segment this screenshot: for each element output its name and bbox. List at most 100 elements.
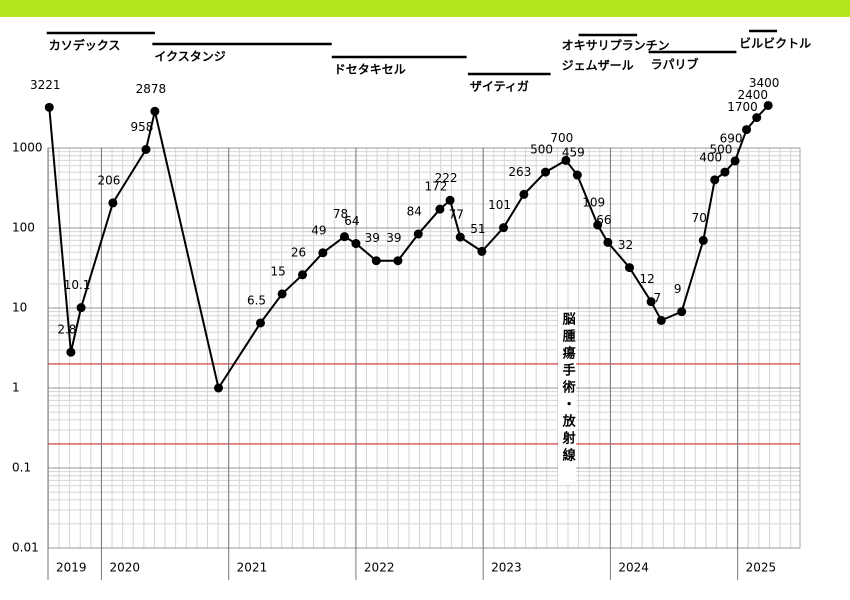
data-label: 1700 bbox=[727, 100, 758, 114]
treatment-label: イクスタンジ bbox=[154, 50, 225, 64]
data-label: 2400 bbox=[737, 88, 768, 102]
data-label: 49 bbox=[311, 223, 326, 237]
data-label: 206 bbox=[97, 173, 120, 187]
data-point bbox=[66, 347, 76, 357]
data-point bbox=[214, 383, 224, 393]
data-point bbox=[351, 239, 361, 249]
data-label: 15 bbox=[270, 264, 285, 278]
data-point bbox=[339, 232, 349, 242]
data-label: 500 bbox=[530, 143, 553, 157]
data-point bbox=[624, 263, 634, 273]
data-point bbox=[150, 106, 160, 116]
data-point bbox=[561, 155, 571, 165]
data-point bbox=[698, 235, 708, 245]
data-point bbox=[108, 198, 118, 208]
y-tick-label: 1 bbox=[12, 381, 20, 395]
data-label: 39 bbox=[386, 231, 401, 245]
data-label: 172 bbox=[424, 180, 447, 194]
data-label: 51 bbox=[470, 222, 485, 236]
data-label: 263 bbox=[508, 165, 531, 179]
y-tick-label: 0.01 bbox=[12, 541, 39, 555]
treatment-label: オキサリプランチン bbox=[562, 38, 670, 53]
data-point bbox=[763, 100, 773, 110]
data-point bbox=[297, 270, 307, 280]
data-point bbox=[371, 256, 381, 266]
data-point bbox=[477, 246, 487, 256]
data-label: 101 bbox=[488, 198, 511, 212]
treatment-label: ザイティガ bbox=[470, 79, 529, 94]
data-label: 500 bbox=[709, 143, 732, 157]
data-point bbox=[742, 125, 752, 135]
data-label: 39 bbox=[365, 231, 380, 245]
data-label: 64 bbox=[344, 214, 359, 228]
data-point bbox=[255, 318, 265, 328]
data-point bbox=[141, 144, 151, 154]
x-tick-label: 2023 bbox=[491, 561, 522, 575]
data-label: 690 bbox=[720, 131, 743, 145]
data-label: 9 bbox=[674, 282, 682, 296]
data-label: 2878 bbox=[136, 82, 167, 96]
data-point bbox=[677, 307, 687, 317]
data-label: 77 bbox=[449, 208, 464, 222]
data-label: 32 bbox=[618, 238, 633, 252]
treatment-label: カソデックス bbox=[49, 38, 121, 53]
data-label: 66 bbox=[596, 213, 611, 227]
data-label: 958 bbox=[131, 120, 154, 134]
treatment-label: ドセタキセル bbox=[334, 63, 406, 77]
data-point bbox=[318, 248, 328, 258]
treatment-label: ジェムザール bbox=[562, 59, 634, 73]
x-tick-label: 2025 bbox=[746, 561, 777, 575]
data-label: 12 bbox=[639, 272, 654, 286]
data-point bbox=[572, 170, 582, 180]
data-label: 700 bbox=[550, 131, 573, 145]
series-line bbox=[48, 104, 769, 391]
x-tick-label: 2022 bbox=[364, 561, 395, 575]
treatment-label: ビルビクトル bbox=[739, 36, 811, 51]
data-label: 6.5 bbox=[247, 293, 266, 307]
data-point bbox=[455, 232, 465, 242]
data-label: 3400 bbox=[749, 76, 780, 90]
event-bg bbox=[558, 310, 577, 485]
data-label: 78 bbox=[333, 207, 348, 221]
y-tick-label: 10 bbox=[12, 301, 27, 315]
data-label: 70 bbox=[692, 211, 707, 225]
data-point bbox=[393, 256, 403, 266]
data-label: 2.8 bbox=[57, 323, 76, 337]
x-tick-label: 2020 bbox=[109, 561, 140, 575]
data-label: 109 bbox=[582, 196, 605, 210]
data-point bbox=[445, 195, 455, 205]
event-label: 脳腫瘍手術・放射線 bbox=[560, 312, 577, 465]
y-tick-label: 1000 bbox=[12, 141, 43, 155]
data-point bbox=[76, 303, 86, 313]
x-tick-label: 2021 bbox=[237, 561, 268, 575]
data-point bbox=[413, 229, 423, 239]
data-point bbox=[603, 237, 613, 247]
data-point bbox=[277, 289, 287, 299]
data-label: 3221 bbox=[30, 78, 61, 92]
data-label: 84 bbox=[407, 205, 422, 219]
data-label: 222 bbox=[435, 171, 458, 185]
y-tick-label: 0.1 bbox=[12, 461, 31, 475]
data-label: 459 bbox=[562, 146, 585, 160]
data-point bbox=[710, 175, 720, 185]
data-label: 400 bbox=[699, 150, 722, 164]
data-point bbox=[519, 189, 529, 199]
plot-frame bbox=[47, 147, 801, 549]
data-point bbox=[730, 156, 740, 166]
data-point bbox=[44, 102, 54, 112]
data-point bbox=[593, 220, 603, 230]
y-tick-label: 100 bbox=[12, 221, 35, 235]
data-label: 10.1 bbox=[64, 278, 91, 292]
data-label: 26 bbox=[291, 245, 306, 259]
data-point bbox=[656, 315, 666, 325]
x-tick-label: 2019 bbox=[56, 561, 87, 575]
data-point bbox=[541, 167, 551, 177]
data-point bbox=[752, 113, 762, 123]
data-point bbox=[720, 167, 730, 177]
data-point bbox=[435, 204, 445, 214]
data-label: 7 bbox=[653, 291, 661, 305]
data-point bbox=[646, 297, 656, 307]
x-tick-label: 2024 bbox=[618, 561, 649, 575]
data-point bbox=[499, 223, 509, 233]
